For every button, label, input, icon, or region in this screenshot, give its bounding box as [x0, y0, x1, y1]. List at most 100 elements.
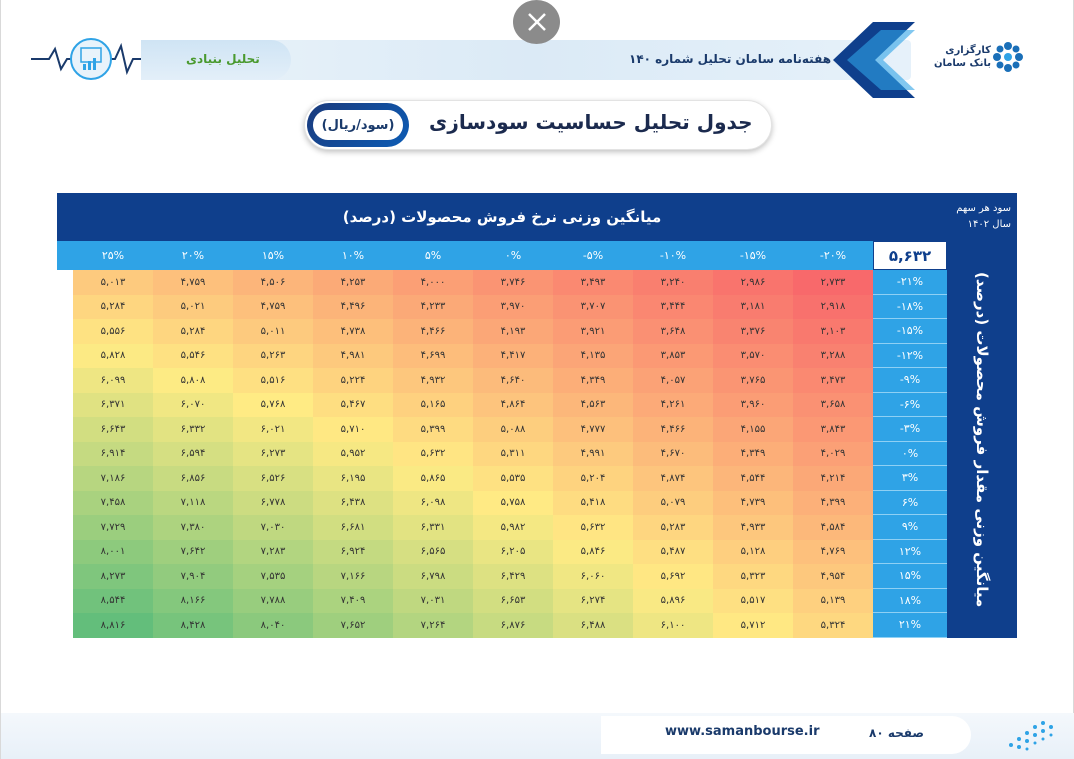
base-eps-value: ۵,۶۳۲ [873, 241, 947, 270]
table-cell: ۶,۰۷۰ [153, 392, 233, 417]
table-cell: ۶,۷۹۸ [393, 564, 473, 589]
table-cell: ۵,۰۲۱ [153, 294, 233, 319]
table-cell: ۷,۵۳۵ [233, 564, 313, 589]
table-cell: ۴,۰۲۹ [793, 441, 873, 466]
table-cell: ۷,۱۸۶ [73, 466, 153, 491]
unit-badge: (سود/ریال) [307, 103, 409, 147]
header-left-tab [141, 40, 291, 80]
price-axis-band [57, 193, 947, 241]
column-header: ۲۰% [181, 249, 205, 262]
table-cell: ۵,۶۹۲ [633, 564, 713, 589]
row-header: -۱۸% [873, 294, 947, 319]
table-cell: ۲,۹۸۶ [713, 270, 793, 295]
table-cell: ۵,۸۰۸ [153, 368, 233, 393]
table-cell: ۴,۲۳۳ [393, 294, 473, 319]
row-header: -۹% [873, 368, 947, 393]
table-cell: ۵,۵۴۶ [153, 343, 233, 368]
table-cell: ۵,۶۳۲ [393, 441, 473, 466]
table-cell: ۷,۰۳۱ [393, 588, 473, 613]
table-cell: ۳,۳۷۶ [713, 319, 793, 344]
table-cell: ۷,۱۱۸ [153, 490, 233, 515]
table-cell: ۶,۵۹۴ [153, 441, 233, 466]
table-cell: ۵,۲۸۳ [633, 515, 713, 540]
table-cell: ۴,۱۵۵ [713, 417, 793, 442]
table-cell: ۵,۷۵۸ [473, 490, 553, 515]
table-cell: ۷,۷۸۸ [233, 588, 313, 613]
table-cell: ۶,۵۶۵ [393, 539, 473, 564]
table-cell: ۳,۵۷۰ [713, 343, 793, 368]
table-cell: ۴,۱۹۳ [473, 319, 553, 344]
table-cell: ۳,۹۶۰ [713, 392, 793, 417]
table-cell: ۷,۰۳۰ [233, 515, 313, 540]
table-cell: ۶,۸۷۶ [473, 613, 553, 638]
table-cell: ۵,۱۳۹ [793, 588, 873, 613]
page-number: صفحه ۸۰ [869, 726, 924, 740]
analysis-pulse-icon [31, 38, 141, 80]
row-header: -۶% [873, 392, 947, 417]
table-cell: ۶,۳۷۱ [73, 392, 153, 417]
table-cell: ۶,۶۸۱ [313, 515, 393, 540]
table-cell: ۴,۷۵۹ [233, 294, 313, 319]
table-cell: ۵,۲۲۴ [313, 368, 393, 393]
table-cell: ۸,۲۷۳ [73, 564, 153, 589]
unit-label: (سود/ریال) [313, 110, 403, 140]
table-cell: ۵,۰۱۳ [73, 270, 153, 295]
quantity-axis-title: میانگین وزنی مقدار فروش محصولات (درصد) [973, 271, 991, 608]
row-header: ۲۱% [873, 613, 947, 638]
table-cell: ۳,۶۵۸ [793, 392, 873, 417]
table-cell: ۵,۴۱۸ [553, 490, 633, 515]
row-header: ۰% [873, 441, 947, 466]
table-cell: ۶,۴۸۸ [553, 613, 633, 638]
table-cell: ۳,۶۴۸ [633, 319, 713, 344]
table-cell: ۷,۳۸۰ [153, 515, 233, 540]
table-cell: ۴,۳۴۹ [553, 368, 633, 393]
table-cell: ۶,۹۱۴ [73, 441, 153, 466]
table-cell: ۷,۴۰۹ [313, 588, 393, 613]
table-cell: ۳,۷۰۷ [553, 294, 633, 319]
table-cell: ۶,۶۴۳ [73, 417, 153, 442]
table-cell: ۳,۷۴۶ [473, 270, 553, 295]
table-cell: ۵,۴۶۷ [313, 392, 393, 417]
saman-emblem-icon [993, 42, 1023, 72]
column-header: -۵% [582, 249, 604, 262]
table-cell: ۴,۵۶۳ [553, 392, 633, 417]
table-cell: ۴,۴۶۶ [633, 417, 713, 442]
close-button[interactable] [513, 0, 560, 44]
column-header: ۰% [504, 249, 522, 262]
table-cell: ۴,۶۹۹ [393, 343, 473, 368]
table-cell: ۶,۲۷۳ [233, 441, 313, 466]
table-cell: ۶,۷۷۸ [233, 490, 313, 515]
table-cell: ۶,۴۳۸ [313, 490, 393, 515]
table-cell: ۴,۴۶۶ [393, 319, 473, 344]
table-cell: ۳,۱۸۱ [713, 294, 793, 319]
table-cell: ۵,۰۷۹ [633, 490, 713, 515]
table-cell: ۷,۱۶۶ [313, 564, 393, 589]
table-cell: ۶,۰۲۱ [233, 417, 313, 442]
row-header: -۳% [873, 417, 947, 442]
website-link[interactable]: www.samanbourse.ir [665, 724, 820, 739]
table-cell: ۳,۱۰۳ [793, 319, 873, 344]
table-cell: ۸,۱۶۶ [153, 588, 233, 613]
footer-panel [601, 716, 971, 754]
eps-label-line-1: سود هر سهم [956, 203, 1011, 214]
table-cell: ۳,۸۴۳ [793, 417, 873, 442]
table-cell: ۶,۳۳۲ [153, 417, 233, 442]
table-cell: ۵,۴۸۷ [633, 539, 713, 564]
table-cell: ۴,۵۴۴ [713, 466, 793, 491]
table-cell: ۴,۰۰۰ [393, 270, 473, 295]
table-cell: ۳,۲۸۸ [793, 343, 873, 368]
table-cell: ۴,۹۳۲ [393, 368, 473, 393]
table-cell: ۳,۴۹۳ [553, 270, 633, 295]
table-cell: ۵,۳۱۱ [473, 441, 553, 466]
weekly-issue-title: هفته‌نامه سامان تحلیل شماره ۱۴۰ [629, 52, 832, 66]
table-cell: ۵,۳۲۳ [713, 564, 793, 589]
page-title: جدول تحلیل حساسیت سودسازی [429, 110, 753, 134]
table-cell: ۶,۱۰۰ [633, 613, 713, 638]
table-cell: ۴,۴۱۷ [473, 343, 553, 368]
table-cell: ۵,۸۴۶ [553, 539, 633, 564]
table-cell: ۵,۵۱۶ [233, 368, 313, 393]
table-cell: ۸,۵۴۴ [73, 588, 153, 613]
table-cell: ۵,۳۹۹ [393, 417, 473, 442]
row-header: ۹% [873, 515, 947, 540]
table-cell: ۸,۰۰۱ [73, 539, 153, 564]
